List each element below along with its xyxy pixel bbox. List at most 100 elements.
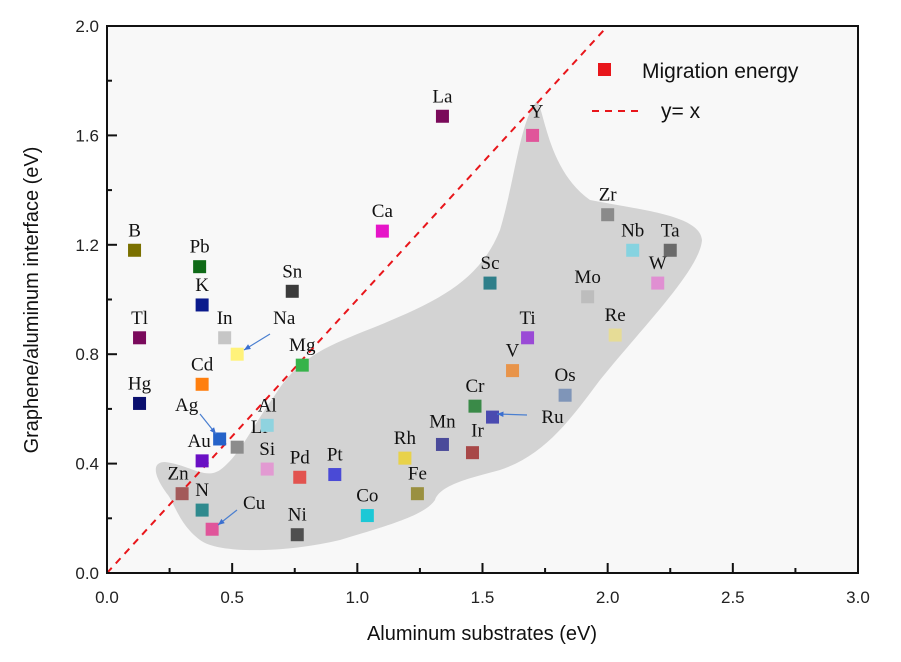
point-label-cr: Cr [465, 376, 485, 397]
arrowhead-ru [497, 411, 504, 417]
point-al [260, 418, 274, 432]
x-tick-label: 3.0 [846, 588, 870, 607]
point-rh [398, 451, 412, 465]
point-ir [465, 446, 479, 460]
point-re [608, 328, 622, 342]
point-in [218, 331, 232, 345]
point-zr [601, 208, 615, 222]
point-label-mn: Mn [429, 411, 456, 432]
point-label-k: K [195, 275, 209, 296]
point-label-si: Si [259, 439, 275, 460]
shaded-region [155, 101, 702, 551]
point-label-ca: Ca [372, 201, 394, 222]
arrowhead-na [244, 344, 251, 350]
annotation-arrows [199, 333, 528, 526]
point-na [230, 347, 244, 361]
point-label-ag: Ag [175, 395, 199, 416]
point-label-cu: Cu [243, 493, 266, 514]
point-label-w: W [649, 253, 667, 274]
point-label-ru: Ru [541, 407, 564, 428]
point-label-ni: Ni [288, 505, 307, 526]
point-label-zr: Zr [599, 185, 618, 206]
point-ag [213, 432, 227, 446]
point-ru [486, 410, 500, 424]
legend-label-y-equals-x: y= x [661, 100, 701, 123]
x-tick-label: 2.0 [596, 588, 620, 607]
point-label-co: Co [356, 486, 378, 507]
point-label-sc: Sc [481, 253, 500, 274]
legend: Migration energy y= x [592, 60, 799, 123]
point-label-nb: Nb [621, 220, 644, 241]
point-au [195, 454, 209, 468]
point-label-zn: Zn [168, 464, 190, 485]
point-w [651, 276, 665, 290]
point-label-ta: Ta [661, 220, 680, 241]
point-label-n: N [195, 480, 209, 501]
point-tl [133, 331, 147, 345]
point-label-rh: Rh [394, 428, 417, 449]
point-label-hg: Hg [128, 373, 152, 394]
point-sc [483, 276, 497, 290]
x-tick-label: 1.5 [471, 588, 495, 607]
point-v [506, 364, 520, 378]
x-tick-label: 1.0 [346, 588, 370, 607]
point-label-os: Os [555, 365, 576, 386]
point-label-mo: Mo [574, 267, 600, 288]
legend-marker-migration-energy [598, 63, 611, 76]
arrowhead-cu [218, 518, 225, 525]
point-nb [626, 243, 640, 257]
point-ta [663, 243, 677, 257]
y-axis-title: Graphene/aluminum interface (eV) [21, 147, 43, 454]
point-pd [293, 470, 307, 484]
point-label-ir: Ir [471, 421, 484, 442]
point-label-la: La [432, 86, 453, 107]
y-tick-label: 0.0 [75, 564, 99, 583]
point-pb [193, 260, 207, 274]
point-mg [295, 358, 309, 372]
point-cu [205, 522, 219, 536]
y-tick-label: 0.4 [75, 455, 99, 474]
y-tick-label: 2.0 [75, 17, 99, 36]
point-ca [375, 224, 389, 238]
point-mo [581, 290, 595, 304]
x-axis-title: Aluminum substrates (eV) [367, 623, 597, 645]
point-zn [175, 487, 189, 501]
point-la [435, 109, 449, 123]
point-os [558, 388, 572, 402]
reference-line-group [106, 25, 609, 574]
point-cr [468, 399, 482, 413]
point-label-v: V [506, 341, 520, 362]
legend-label-migration-energy: Migration energy [642, 60, 799, 83]
point-label-pt: Pt [327, 445, 344, 466]
point-label-sn: Sn [282, 261, 303, 282]
x-tick-label: 0.0 [95, 588, 119, 607]
reference-line-y-equals-x [106, 25, 609, 574]
y-axis-ticks: 0.0 0.4 0.8 1.2 1.6 2.0 [75, 17, 117, 583]
point-pt [328, 468, 342, 482]
point-mn [435, 437, 449, 451]
point-hg [133, 396, 147, 410]
point-label-in: In [217, 308, 233, 329]
point-label-re: Re [605, 305, 626, 326]
y-tick-label: 1.2 [75, 236, 99, 255]
point-ni [290, 528, 304, 542]
point-label-cd: Cd [191, 354, 214, 375]
point-label-tl: Tl [131, 308, 148, 329]
point-b [128, 243, 142, 257]
point-cd [195, 377, 209, 391]
point-li [230, 440, 244, 454]
point-label-ti: Ti [519, 308, 535, 329]
point-label-pd: Pd [290, 447, 311, 468]
point-sn [285, 284, 299, 298]
point-label-y: Y [530, 101, 544, 122]
point-co [360, 509, 374, 523]
x-tick-label: 2.5 [721, 588, 745, 607]
point-ti [521, 331, 535, 345]
point-label-au: Au [188, 431, 212, 452]
point-label-al: Al [258, 395, 277, 416]
point-k [195, 298, 209, 312]
point-si [260, 462, 274, 476]
arrowhead-ag [209, 427, 216, 434]
